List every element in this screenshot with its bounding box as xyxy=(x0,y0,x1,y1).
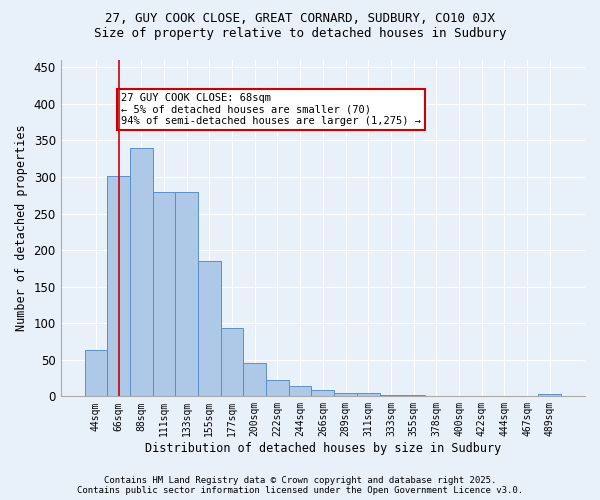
Bar xyxy=(357,394,380,396)
Text: 27, GUY COOK CLOSE, GREAT CORNARD, SUDBURY, CO10 0JX: 27, GUY COOK CLOSE, GREAT CORNARD, SUDBU… xyxy=(105,12,495,26)
Text: Size of property relative to detached houses in Sudbury: Size of property relative to detached ho… xyxy=(94,28,506,40)
Bar xyxy=(85,350,107,397)
Bar xyxy=(266,380,289,396)
Text: Contains HM Land Registry data © Crown copyright and database right 2025.
Contai: Contains HM Land Registry data © Crown c… xyxy=(77,476,523,495)
Bar xyxy=(311,390,334,396)
Text: 27 GUY COOK CLOSE: 68sqm
← 5% of detached houses are smaller (70)
94% of semi-de: 27 GUY COOK CLOSE: 68sqm ← 5% of detache… xyxy=(121,93,421,126)
X-axis label: Distribution of detached houses by size in Sudbury: Distribution of detached houses by size … xyxy=(145,442,501,455)
Bar xyxy=(107,176,130,396)
Bar xyxy=(198,261,221,396)
Y-axis label: Number of detached properties: Number of detached properties xyxy=(15,125,28,332)
Bar xyxy=(402,395,425,396)
Bar xyxy=(289,386,311,396)
Bar xyxy=(175,192,198,396)
Bar xyxy=(380,395,402,396)
Bar xyxy=(152,192,175,396)
Bar xyxy=(130,148,152,396)
Bar xyxy=(334,392,357,396)
Bar xyxy=(221,328,244,396)
Bar xyxy=(244,364,266,396)
Bar xyxy=(538,394,561,396)
